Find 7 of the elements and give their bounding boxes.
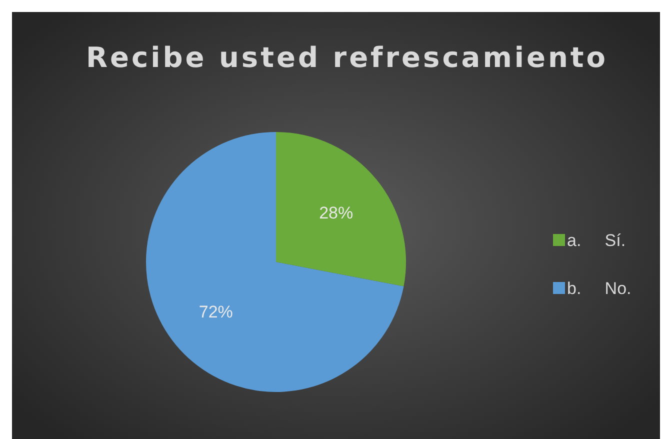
data-label: 28% — [319, 203, 354, 222]
pie-slice — [276, 132, 406, 286]
pie-slice — [146, 132, 404, 392]
legend-label: b. No. — [567, 279, 632, 298]
chart-title: Recibe usted refrescamiento — [86, 41, 608, 74]
legend-label: a. Sí. — [567, 231, 626, 250]
data-label: 72% — [198, 302, 233, 322]
